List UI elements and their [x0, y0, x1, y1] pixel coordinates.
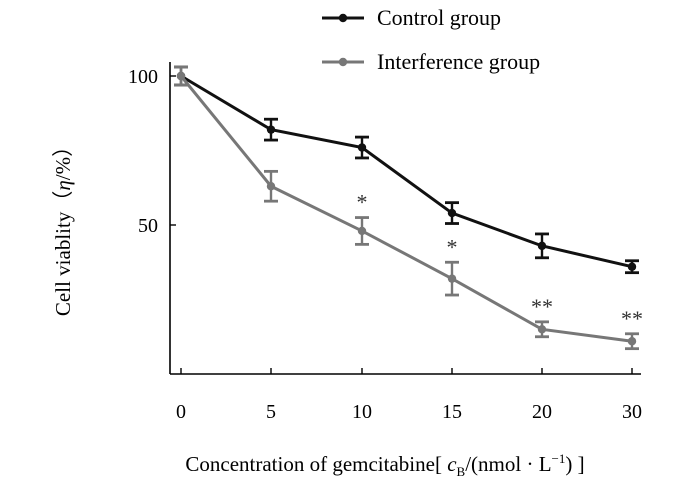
significance-marker: ** — [531, 294, 553, 319]
y-axis-title-unit: /%） — [51, 136, 75, 180]
data-point — [627, 262, 637, 271]
x-axis-title-superscript: −1 — [552, 451, 566, 466]
legend-marker — [338, 13, 348, 23]
data-point — [447, 208, 457, 218]
x-tick-label: 30 — [622, 401, 642, 423]
series-line — [179, 75, 633, 343]
x-axis-title-close: ) ] — [565, 452, 584, 476]
x-axis-title-subscript: B — [457, 464, 466, 479]
x-tick-label: 15 — [442, 401, 462, 423]
legend-label: Control group — [377, 5, 501, 30]
series-control-group — [174, 65, 639, 275]
x-tick-label: 20 — [532, 401, 552, 423]
significance-marker: * — [447, 234, 458, 259]
significance-marker: ** — [621, 306, 643, 331]
data-point — [447, 274, 457, 283]
significance-marker: * — [357, 190, 368, 215]
y-tick-label: 50 — [138, 215, 158, 237]
x-axis-title: Concentration of gemcitabine[ cB/(nmol ·… — [185, 451, 584, 479]
legend-marker — [338, 57, 348, 67]
data-point — [627, 337, 637, 346]
data-point — [357, 143, 367, 152]
legend-label: Interference group — [377, 49, 540, 74]
data-point — [357, 226, 367, 236]
series-marks — [174, 65, 639, 351]
data-point — [176, 71, 186, 81]
series-interference-group — [174, 65, 639, 351]
x-tick-label: 0 — [176, 401, 186, 423]
x-axis-title-unit: /(nmol · L — [465, 452, 551, 476]
x-axis-title-symbol: c — [447, 452, 457, 476]
y-axis-title-symbol: η — [51, 180, 75, 190]
legend-item-interference-group: Interference group — [322, 49, 540, 74]
data-point — [266, 182, 276, 191]
series-line — [180, 74, 633, 269]
x-tick-label: 10 — [352, 401, 372, 423]
data-point — [266, 125, 276, 134]
data-point — [537, 325, 547, 334]
x-tick-label: 5 — [266, 401, 276, 423]
data-point — [537, 241, 547, 251]
legend: Control group Interference group — [322, 5, 540, 74]
y-axis-title: Cell viablity（η/%） — [51, 136, 75, 316]
y-tick-label: 100 — [128, 66, 158, 88]
legend-item-control-group: Control group — [322, 5, 501, 30]
x-axis-title-text: Concentration of gemcitabine[ — [185, 452, 447, 476]
axes — [169, 62, 641, 375]
y-axis-title-text: Cell viablity（ — [51, 191, 75, 316]
